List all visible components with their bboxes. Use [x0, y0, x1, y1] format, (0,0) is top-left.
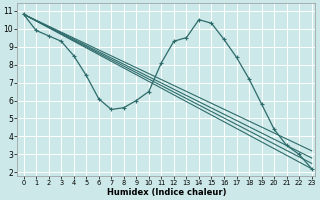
X-axis label: Humidex (Indice chaleur): Humidex (Indice chaleur) — [107, 188, 226, 197]
